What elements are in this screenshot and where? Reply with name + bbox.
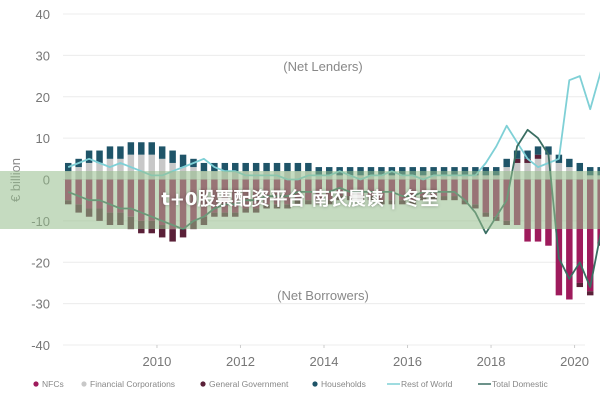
bar-financial-corporations <box>106 158 114 180</box>
y-tick-label: 10 <box>36 131 50 146</box>
bar-households <box>117 146 124 159</box>
legend-marker-general-government <box>200 381 206 387</box>
bar-general-government <box>179 229 187 238</box>
legend-marker-households <box>312 381 318 387</box>
legend-label-households: Households <box>321 379 366 389</box>
bar-households <box>503 158 510 168</box>
bar-nfcs <box>586 179 594 292</box>
y-tick-label: -40 <box>31 338 50 353</box>
bar-households <box>200 162 208 172</box>
watermark-banner <box>0 171 600 229</box>
x-tick-label: 2020 <box>560 354 589 369</box>
x-tick-label: 2016 <box>393 354 422 369</box>
legend-label-total-domestic: Total Domestic <box>492 379 548 389</box>
y-tick-label: 20 <box>36 90 50 105</box>
bar-households <box>85 150 93 163</box>
bar-households <box>566 158 573 168</box>
y-tick-label: -20 <box>31 255 50 270</box>
bar-households <box>284 162 291 172</box>
bar-nfcs <box>566 179 573 300</box>
bar-financial-corporations <box>148 154 155 180</box>
bar-financial-corporations <box>534 158 542 180</box>
bar-households <box>534 146 542 155</box>
bar-general-government <box>513 158 521 163</box>
x-tick-label: 2012 <box>226 354 255 369</box>
y-tick-label: -30 <box>31 297 50 312</box>
bar-households <box>221 162 229 172</box>
legend-marker-financial-corporations <box>81 381 87 387</box>
bar-households <box>305 162 312 172</box>
bar-general-government <box>534 154 542 159</box>
bar-households <box>169 150 176 163</box>
legend-marker-nfcs <box>33 381 39 387</box>
bar-households <box>273 162 281 172</box>
bar-households <box>242 162 249 172</box>
legend-label-nfcs: NFCs <box>42 379 64 389</box>
bar-households <box>252 162 260 172</box>
bar-financial-corporations <box>117 158 124 180</box>
bar-financial-corporations <box>158 158 166 180</box>
bar-households <box>96 150 103 163</box>
bar-general-government <box>576 282 584 288</box>
bar-general-government <box>586 291 594 296</box>
bar-households <box>294 162 302 172</box>
bar-nfcs <box>576 179 584 283</box>
bar-households <box>263 162 270 172</box>
bar-households <box>524 150 531 159</box>
bar-households <box>138 142 145 155</box>
x-tick-label: 2018 <box>477 354 506 369</box>
bar-general-government <box>158 225 166 238</box>
bar-households <box>545 146 552 155</box>
legend-label-rest-of-world: Rest of World <box>401 379 453 389</box>
bar-households <box>106 146 114 159</box>
annotation-net-borrowers: (Net Borrowers) <box>277 288 369 303</box>
bar-households <box>232 162 239 172</box>
annotation-net-lenders: (Net Lenders) <box>283 59 362 74</box>
bar-general-government <box>169 229 176 242</box>
bar-households <box>179 154 187 168</box>
bar-households <box>158 146 166 159</box>
legend-label-general-government: General Government <box>209 379 289 389</box>
x-tick-label: 2014 <box>310 354 339 369</box>
bar-households <box>148 142 155 155</box>
legend-label-financial-corporations: Financial Corporations <box>90 379 175 389</box>
bar-general-government <box>524 158 531 163</box>
x-tick-label: 2010 <box>142 354 171 369</box>
watermark-text: t+0股票配资平台 南农晨读 | 冬至 <box>161 189 439 210</box>
bar-households <box>127 142 135 155</box>
bar-nfcs <box>555 179 563 296</box>
y-tick-label: 40 <box>36 7 50 22</box>
bar-households <box>576 162 584 172</box>
bar-financial-corporations <box>138 154 145 180</box>
bar-households <box>513 150 521 159</box>
y-tick-label: 30 <box>36 48 50 63</box>
legend: NFCs Financial Corporations General Govern… <box>33 379 548 389</box>
bar-financial-corporations <box>545 154 552 180</box>
